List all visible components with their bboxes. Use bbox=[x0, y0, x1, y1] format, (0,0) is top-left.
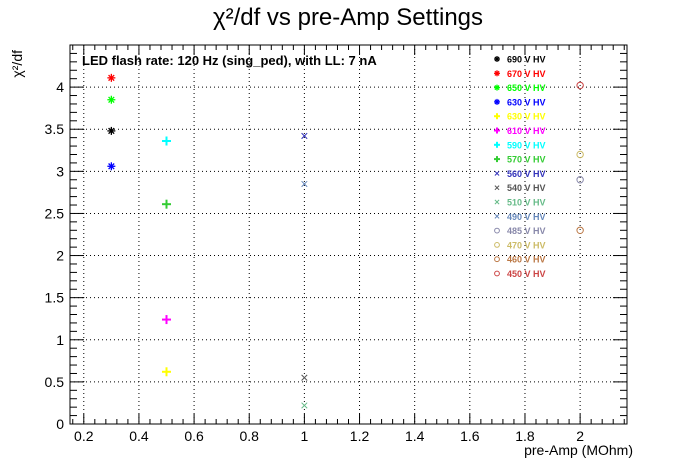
data-point bbox=[107, 74, 115, 82]
x-tick-label: 1.6 bbox=[460, 428, 480, 444]
legend-marker bbox=[494, 70, 500, 76]
data-point bbox=[107, 127, 115, 135]
legend-label: 610 V HV bbox=[507, 126, 546, 136]
y-tick-label: 2.5 bbox=[45, 205, 65, 221]
y-tick-label: 2 bbox=[56, 248, 64, 264]
legend-marker bbox=[495, 200, 499, 204]
legend-label: 650 V HV bbox=[507, 83, 546, 93]
legend-label: 560 V HV bbox=[507, 169, 546, 179]
legend-marker bbox=[495, 257, 500, 262]
legend-marker bbox=[494, 156, 500, 162]
x-tick-label: 0.4 bbox=[129, 428, 149, 444]
y-axis-title: χ²/df bbox=[9, 50, 25, 78]
chi2-scatter-chart: χ²/df vs pre-Amp Settings 0.2 0.4 0.6 0.8 1 1… bbox=[0, 0, 696, 472]
legend-label: 690 V HV bbox=[507, 55, 546, 65]
x-tick-label: 0.8 bbox=[239, 428, 259, 444]
plot-annotation: LED flash rate: 120 Hz (sing_ped), with … bbox=[82, 53, 377, 68]
x-tick-label: 1.2 bbox=[350, 428, 370, 444]
legend-marker bbox=[494, 142, 500, 148]
data-point bbox=[302, 403, 308, 409]
data-point bbox=[162, 200, 171, 209]
legend-marker bbox=[495, 171, 499, 175]
legend-label: 630 V HV bbox=[507, 112, 546, 122]
legend-label: 670 V HV bbox=[507, 69, 546, 79]
legend-label: 570 V HV bbox=[507, 155, 546, 165]
legend-marker bbox=[495, 243, 500, 248]
legend-label: 510 V HV bbox=[507, 198, 546, 208]
legend-label: 590 V HV bbox=[507, 140, 546, 150]
legend-marker bbox=[495, 214, 499, 218]
y-tick-label: 3.5 bbox=[45, 121, 65, 137]
data-point bbox=[302, 375, 308, 381]
y-tick-label: 3 bbox=[56, 163, 64, 179]
data-point bbox=[162, 367, 171, 376]
legend-label: 450 V HV bbox=[507, 269, 546, 279]
data-point bbox=[577, 227, 583, 233]
x-axis-title: pre-Amp (MOhm) bbox=[524, 442, 633, 458]
legend-label: 630 V HV bbox=[507, 97, 546, 107]
legend-marker bbox=[494, 99, 500, 105]
legend-marker bbox=[494, 128, 500, 134]
legend-marker bbox=[495, 228, 500, 233]
data-point bbox=[107, 162, 115, 170]
legend-marker bbox=[494, 56, 500, 62]
data-point bbox=[162, 315, 171, 324]
legend: 690 V HV 670 V HV 650 V HV 630 V HV 630 V HV… bbox=[494, 55, 546, 280]
legend-marker bbox=[495, 271, 500, 276]
chart-root: χ²/df vs pre-Amp Settings 0.2 0.4 0.6 0.8 1 1… bbox=[0, 0, 696, 472]
legend-marker bbox=[494, 113, 500, 119]
legend-label: 485 V HV bbox=[507, 226, 546, 236]
legend-label: 540 V HV bbox=[507, 183, 546, 193]
y-tick-label: 0.5 bbox=[45, 374, 65, 390]
y-tick-label: 4 bbox=[56, 79, 64, 95]
legend-label: 460 V HV bbox=[507, 255, 546, 265]
data-point bbox=[107, 96, 115, 104]
y-tick-label: 1 bbox=[56, 332, 64, 348]
y-tick-label: 0 bbox=[56, 416, 64, 432]
legend-marker bbox=[495, 186, 499, 190]
x-tick-label: 1.4 bbox=[405, 428, 425, 444]
data-point bbox=[162, 137, 171, 146]
data-point bbox=[577, 151, 583, 157]
x-tick-label: 0.6 bbox=[184, 428, 204, 444]
y-tick-label: 1.5 bbox=[45, 290, 65, 306]
chart-title: χ²/df vs pre-Amp Settings bbox=[213, 4, 483, 31]
legend-label: 470 V HV bbox=[507, 240, 546, 250]
x-tick-label: 0.2 bbox=[74, 428, 94, 444]
legend-label: 490 V HV bbox=[507, 212, 546, 222]
x-tick-label: 1 bbox=[300, 428, 308, 444]
legend-marker bbox=[494, 85, 500, 91]
